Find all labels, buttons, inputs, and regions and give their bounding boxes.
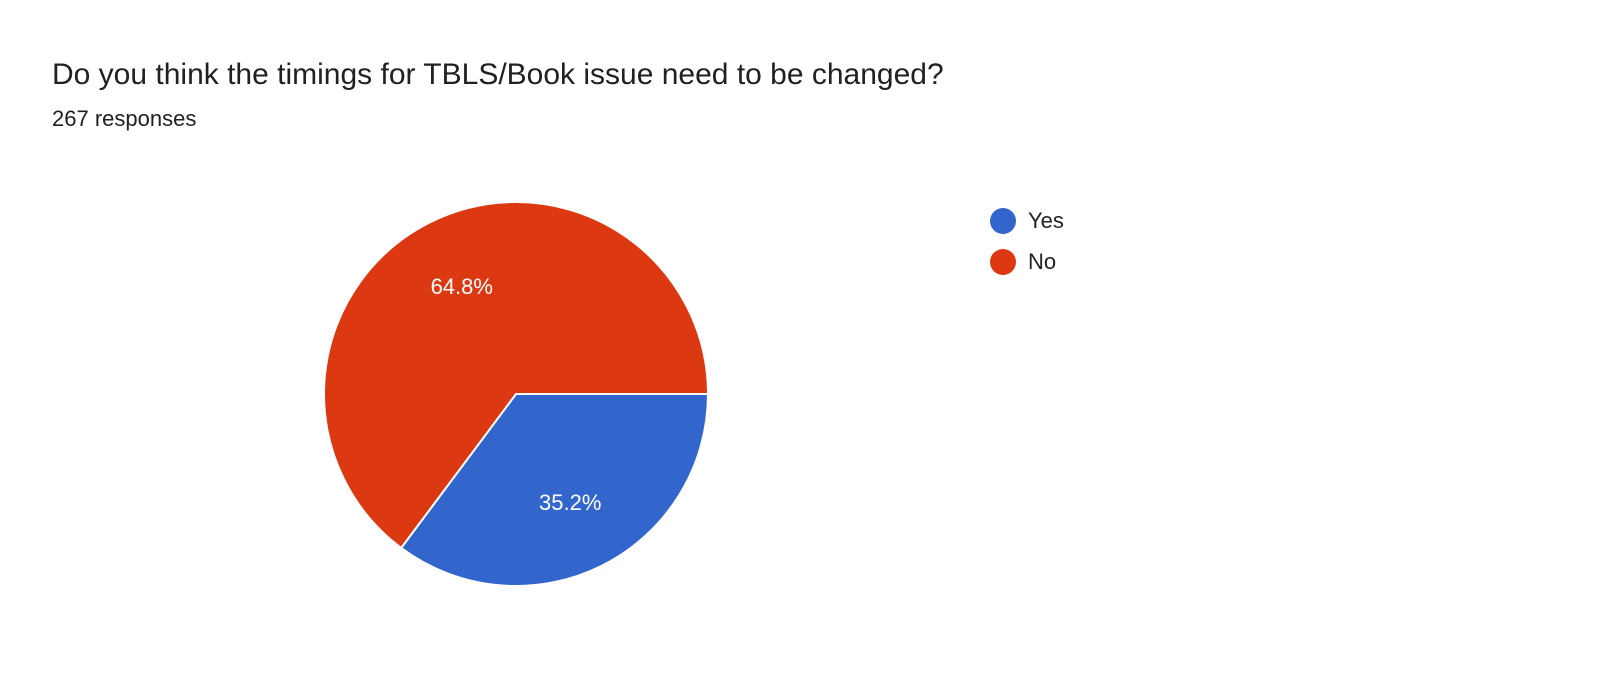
pie-slice-no[interactable] bbox=[323, 201, 710, 550]
chart-title: Do you think the timings for TBLS/Book i… bbox=[52, 58, 944, 91]
legend-label: No bbox=[1028, 248, 1057, 274]
pie-slice-yes[interactable] bbox=[399, 393, 710, 587]
legend-swatch bbox=[990, 248, 1016, 275]
slice-label: 35.2% bbox=[539, 490, 601, 515]
slice-label: 64.8% bbox=[431, 274, 493, 299]
legend-item: No bbox=[990, 241, 1064, 282]
legend-item: Yes bbox=[990, 200, 1064, 241]
legend-label: Yes bbox=[1028, 207, 1064, 233]
legend: Yes No bbox=[990, 200, 1064, 282]
response-count: 267 responses bbox=[52, 106, 197, 131]
legend-swatch bbox=[990, 207, 1016, 234]
